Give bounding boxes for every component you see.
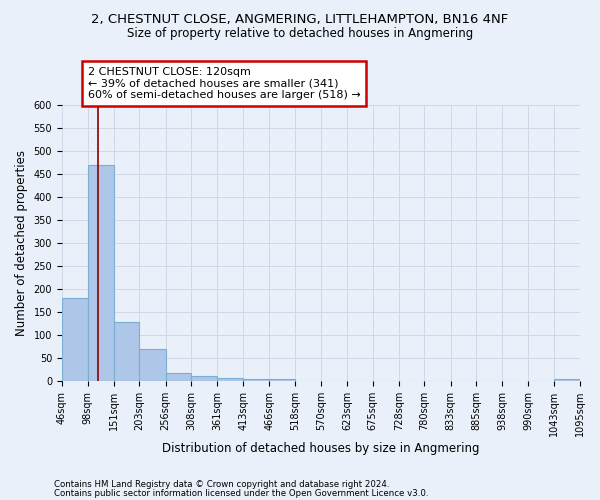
Bar xyxy=(191,376,217,382)
Y-axis label: Number of detached properties: Number of detached properties xyxy=(15,150,28,336)
Bar xyxy=(139,349,166,382)
Bar xyxy=(217,378,243,382)
Text: 2 CHESTNUT CLOSE: 120sqm
← 39% of detached houses are smaller (341)
60% of semi-: 2 CHESTNUT CLOSE: 120sqm ← 39% of detach… xyxy=(88,67,361,100)
Bar xyxy=(114,322,139,382)
Bar xyxy=(62,298,88,382)
Text: 2, CHESTNUT CLOSE, ANGMERING, LITTLEHAMPTON, BN16 4NF: 2, CHESTNUT CLOSE, ANGMERING, LITTLEHAMP… xyxy=(91,12,509,26)
Bar xyxy=(88,164,114,382)
Bar xyxy=(269,379,295,382)
Bar xyxy=(554,379,580,382)
Text: Contains HM Land Registry data © Crown copyright and database right 2024.: Contains HM Land Registry data © Crown c… xyxy=(54,480,389,489)
Text: Contains public sector information licensed under the Open Government Licence v3: Contains public sector information licen… xyxy=(54,488,428,498)
Text: Size of property relative to detached houses in Angmering: Size of property relative to detached ho… xyxy=(127,28,473,40)
Bar xyxy=(243,379,269,382)
X-axis label: Distribution of detached houses by size in Angmering: Distribution of detached houses by size … xyxy=(162,442,480,455)
Bar xyxy=(166,373,191,382)
